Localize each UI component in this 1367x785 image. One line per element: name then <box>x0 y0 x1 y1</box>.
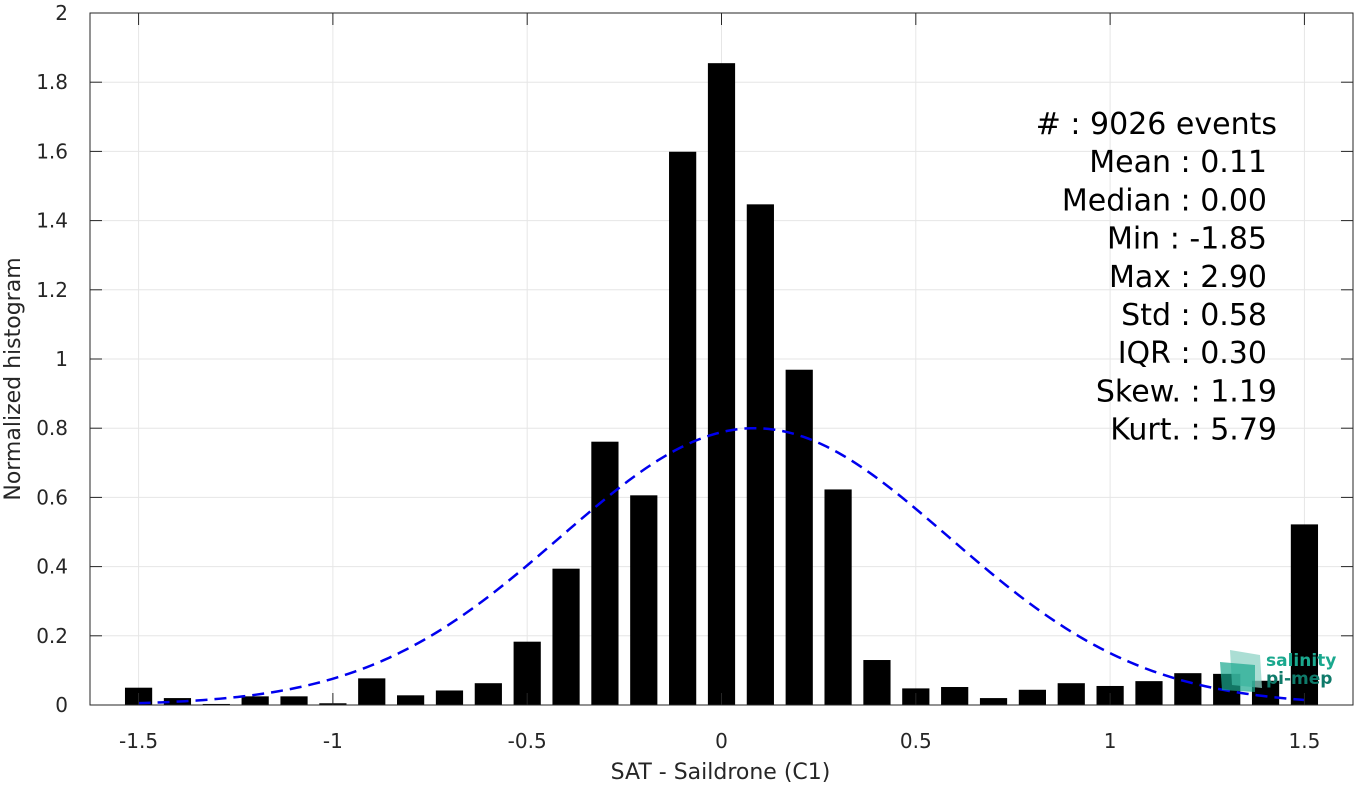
histogram-bar <box>863 660 891 705</box>
histogram-bar <box>746 204 774 705</box>
histogram-bar <box>1057 683 1085 705</box>
y-tick-label: 0 <box>55 693 68 717</box>
y-tick-label: 1.6 <box>36 139 68 163</box>
y-tick-label: 0.4 <box>36 555 68 579</box>
stat-line: Kurt. : 5.79 <box>1110 413 1277 448</box>
histogram-bar <box>280 696 308 705</box>
histogram-bar <box>1135 681 1163 705</box>
histogram-bar <box>435 690 464 705</box>
x-tick-label: -0.5 <box>508 729 547 753</box>
logo-mark-front <box>1220 662 1255 692</box>
stat-line: Skew. : 1.19 <box>1096 374 1277 409</box>
x-tick-labels: -1.5 -1 -0.5 0 0.5 1 1.5 <box>119 729 1320 753</box>
x-tick-label: 1 <box>1104 729 1117 753</box>
histogram-bar <box>785 369 813 705</box>
y-tick-labels: 0 0.2 0.4 0.6 0.8 1 1.2 1.4 1.6 1.8 2 <box>36 1 68 717</box>
y-tick-label: 1.2 <box>36 278 68 302</box>
histogram-bar <box>397 695 425 705</box>
stat-line: Median : 0.00 <box>1062 183 1267 218</box>
y-tick-label: 0.2 <box>36 624 68 648</box>
logo-text-line1: salinity <box>1266 651 1336 671</box>
histogram-bar <box>358 678 386 705</box>
y-tick-label: 1.4 <box>36 209 68 233</box>
stat-line: Max : 2.90 <box>1109 260 1267 295</box>
histogram-bar <box>241 696 269 705</box>
histogram-bar <box>1290 524 1319 705</box>
y-tick-label: 2 <box>55 1 68 25</box>
normal-fit-curve <box>138 426 1305 705</box>
x-tick-label: 0 <box>715 729 728 753</box>
histogram-bar <box>1174 673 1202 705</box>
y-tick-label: 1.8 <box>36 70 68 94</box>
y-tick-label: 0.8 <box>36 416 68 440</box>
y-tick-label: 1 <box>55 347 68 371</box>
histogram-bar <box>1018 689 1046 705</box>
histogram-bar <box>707 63 736 706</box>
stat-line: # : 9026 events <box>1036 107 1277 142</box>
histogram-bar <box>979 698 1008 705</box>
y-axis-label: Normalized histogram <box>1 257 26 500</box>
x-tick-label: -1.5 <box>119 729 158 753</box>
logo-text-line2: pi-mep <box>1266 669 1332 689</box>
histogram-bar <box>630 495 658 705</box>
histogram-bar <box>474 683 502 705</box>
axes-frame <box>89 12 1354 706</box>
histogram-bar <box>669 151 697 706</box>
x-axis-label: SAT - Saildrone (C1) <box>611 760 831 785</box>
y-tick-label: 0.6 <box>36 485 68 509</box>
histogram-bar <box>941 687 969 705</box>
histogram-bar <box>824 489 852 705</box>
stat-line: Std : 0.58 <box>1121 298 1267 333</box>
x-tick-label: 1.5 <box>1289 729 1321 753</box>
x-tick-label: -1 <box>323 729 343 753</box>
stat-line: IQR : 0.30 <box>1118 336 1267 371</box>
histogram-bar <box>202 703 230 705</box>
x-tick-label: 0.5 <box>900 729 932 753</box>
stat-line: Mean : 0.11 <box>1089 145 1267 180</box>
stat-line: Min : -1.85 <box>1107 222 1267 257</box>
histogram-bar <box>552 568 580 705</box>
salinity-pimep-logo: salinity pi-mep <box>1220 650 1336 692</box>
histogram-bar <box>591 441 619 705</box>
